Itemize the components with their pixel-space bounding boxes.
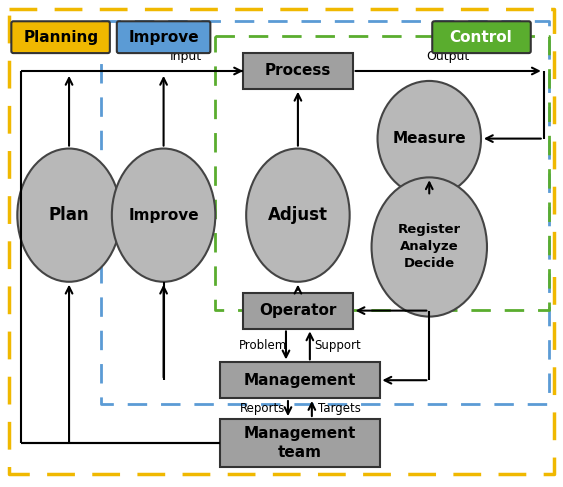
Text: Register
Analyze
Decide: Register Analyze Decide (397, 224, 461, 270)
Text: Measure: Measure (392, 131, 466, 146)
Ellipse shape (372, 177, 487, 317)
Text: Management
team: Management team (244, 426, 356, 460)
Text: Support: Support (314, 339, 361, 352)
Text: Plan: Plan (49, 206, 90, 224)
Text: Reports: Reports (239, 402, 285, 415)
Text: Planning: Planning (24, 30, 99, 45)
Bar (220, 419, 379, 467)
Text: Adjust: Adjust (268, 206, 328, 224)
Ellipse shape (378, 81, 481, 196)
Bar (220, 362, 379, 398)
Text: Improve: Improve (128, 30, 199, 45)
Text: Problem: Problem (239, 339, 287, 352)
Text: Control: Control (450, 30, 512, 45)
Text: Management: Management (244, 373, 356, 388)
Text: Process: Process (265, 63, 331, 78)
Text: Output: Output (427, 50, 470, 63)
Ellipse shape (17, 149, 121, 282)
FancyBboxPatch shape (432, 21, 531, 53)
Text: Improve: Improve (128, 207, 199, 223)
Bar (243, 293, 352, 329)
Text: Input: Input (169, 50, 202, 63)
Ellipse shape (112, 149, 215, 282)
Text: Operator: Operator (259, 303, 337, 318)
Text: Targets: Targets (318, 402, 361, 415)
Bar (243, 53, 352, 89)
FancyBboxPatch shape (117, 21, 211, 53)
FancyBboxPatch shape (11, 21, 110, 53)
Ellipse shape (246, 149, 350, 282)
